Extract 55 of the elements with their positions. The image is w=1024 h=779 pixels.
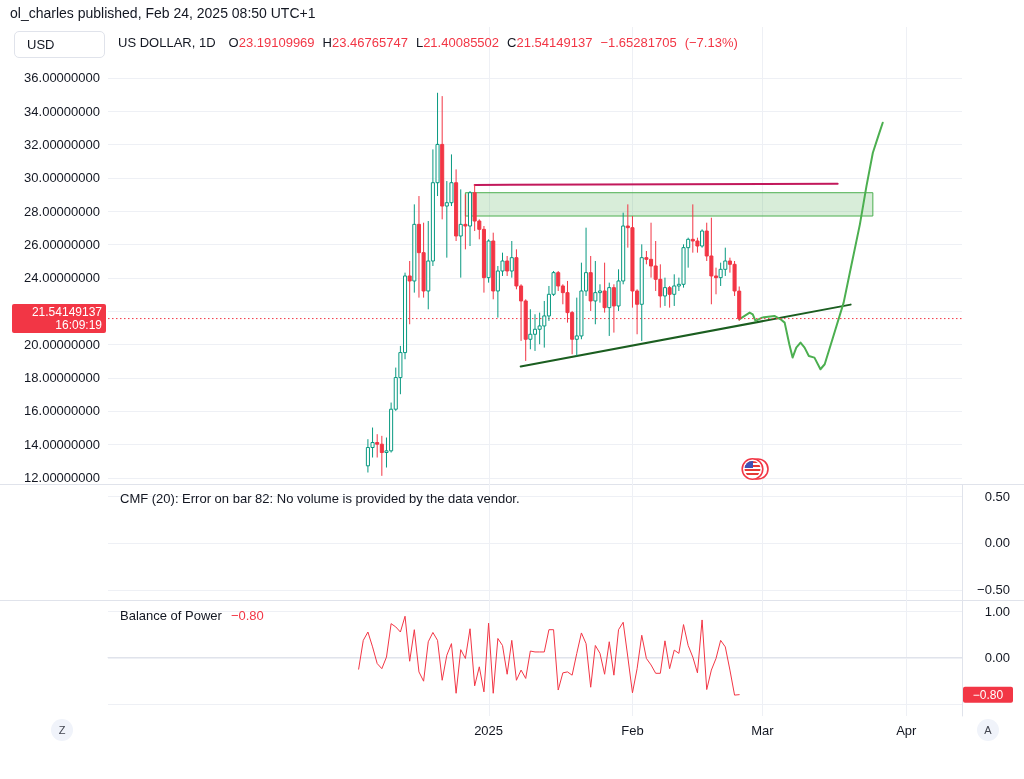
text: O23.19109969 H23.46765747 L21.40085502 C21.54149137 −1.65281705 (−7.13%) bbox=[228, 35, 738, 50]
candlestick bbox=[528, 308, 533, 350]
text: CMF (20): Error on bar 82: No volume is provided by the data vendor. bbox=[120, 491, 520, 507]
line-series bbox=[738, 121, 884, 371]
y-tick-label: 32.00000000 bbox=[24, 136, 100, 152]
candlestick bbox=[375, 433, 380, 459]
annotation: −0.80 bbox=[230, 608, 264, 624]
line-series bbox=[358, 615, 740, 696]
y-tick-label: 0.50 bbox=[984, 488, 1010, 504]
candlestick bbox=[532, 313, 538, 352]
candlestick bbox=[505, 255, 510, 277]
candlestick bbox=[463, 193, 468, 250]
candlestick bbox=[458, 188, 463, 279]
candlestick bbox=[449, 153, 454, 207]
y-tick-label: 0.00 bbox=[984, 650, 1010, 666]
y-tick-label: −0.50 bbox=[977, 582, 1010, 598]
ref-line-label: 21.54149137 bbox=[31, 305, 103, 320]
y-tick-label: 20.00000000 bbox=[24, 336, 100, 352]
currency-field: USD bbox=[14, 31, 105, 58]
candlestick bbox=[593, 260, 598, 325]
candlestick bbox=[379, 435, 384, 477]
x-tick-label: 2025 bbox=[474, 723, 504, 738]
y-tick-label: 12.00000000 bbox=[24, 470, 100, 485]
x-tick-label: Feb bbox=[621, 723, 644, 738]
y-tick-label: 36.00000000 bbox=[24, 70, 100, 86]
candlestick bbox=[556, 270, 561, 292]
round-button: A bbox=[977, 719, 999, 741]
candlestick bbox=[662, 277, 667, 307]
candlestick bbox=[700, 228, 705, 249]
y-tick-label: 14.00000000 bbox=[24, 436, 100, 452]
y-tick-label: 24.00000000 bbox=[24, 270, 100, 286]
round-button: Z bbox=[51, 719, 73, 741]
y-tick-label: 1.00 bbox=[984, 603, 1010, 619]
text: Balance of Power bbox=[120, 608, 222, 624]
text: US DOLLAR, 1D bbox=[118, 35, 216, 51]
candlestick bbox=[667, 285, 672, 309]
y-tick-label: 26.00000000 bbox=[24, 236, 100, 252]
text: ol_charles published, Feb 24, 2025 08:50 UTC+1 bbox=[10, 5, 316, 21]
y-tick-label: 0.00 bbox=[984, 535, 1010, 551]
y-tick-label: 16.00000000 bbox=[24, 403, 100, 419]
y-tick-label: 18.00000000 bbox=[24, 370, 100, 386]
y-tick-label: 28.00000000 bbox=[24, 203, 100, 219]
candlestick bbox=[672, 273, 677, 307]
candlestick bbox=[509, 240, 514, 279]
text: 16:09:19 bbox=[55, 318, 103, 333]
candlestick bbox=[718, 262, 723, 287]
candlestick bbox=[597, 283, 603, 304]
candlestick bbox=[607, 282, 612, 337]
x-tick-label: Apr bbox=[896, 723, 918, 738]
candlestick bbox=[709, 217, 714, 305]
y-tick-label: 34.00000000 bbox=[24, 103, 100, 119]
y-tick-label: 30.00000000 bbox=[24, 170, 100, 186]
x-tick-label: Mar bbox=[751, 723, 775, 738]
text: −0.80 bbox=[972, 687, 1004, 702]
candlestick bbox=[602, 262, 607, 314]
